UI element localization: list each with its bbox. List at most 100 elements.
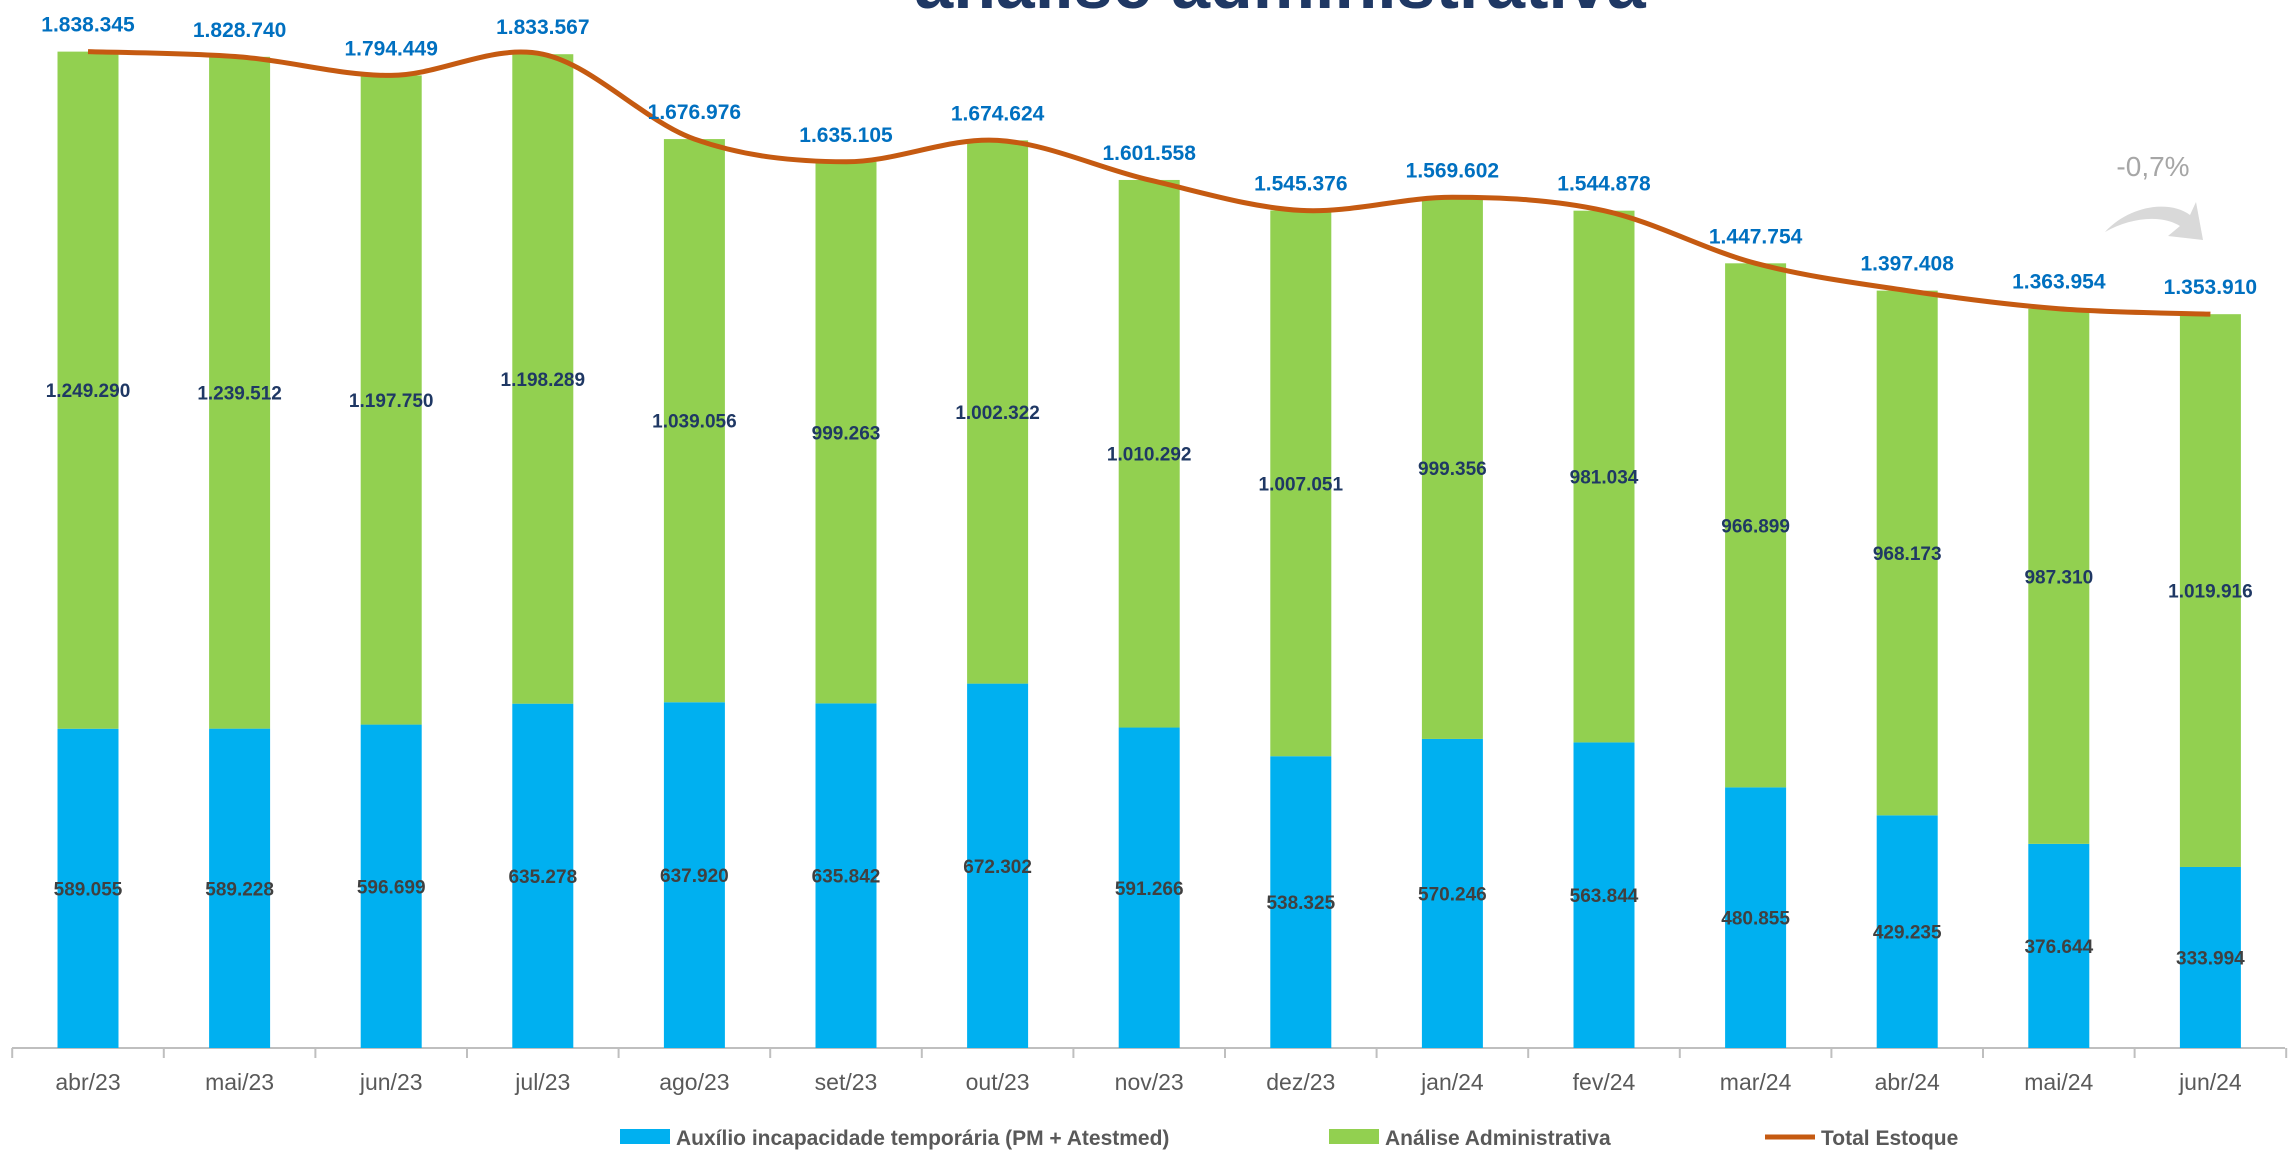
data-label: 966.899 xyxy=(1721,516,1790,537)
total-label: 1.676.976 xyxy=(648,101,741,124)
x-tick-label: dez/23 xyxy=(1266,1069,1335,1095)
total-label: 1.794.449 xyxy=(344,37,437,60)
bar-segment xyxy=(815,703,877,1048)
data-label: 589.228 xyxy=(205,879,274,900)
x-tick-label: mar/24 xyxy=(1720,1069,1792,1095)
total-label: 1.544.878 xyxy=(1557,173,1651,196)
bar-segment xyxy=(1421,738,1483,1048)
x-tick-label: jun/23 xyxy=(359,1069,423,1095)
bar-segment xyxy=(360,724,422,1048)
data-label: 570.246 xyxy=(1418,884,1487,905)
bar-segment xyxy=(1725,263,1787,788)
data-label: 1.007.051 xyxy=(1259,474,1344,495)
bar-segment xyxy=(1118,179,1180,728)
trend-arrow xyxy=(2105,202,2203,240)
bar-segment xyxy=(1725,787,1787,1048)
data-label: 981.034 xyxy=(1570,468,1639,489)
data-label: 1.019.916 xyxy=(2168,582,2253,603)
data-label: 538.325 xyxy=(1266,893,1335,914)
x-tick-label: mai/24 xyxy=(2024,1069,2093,1095)
x-tick-label: jan/24 xyxy=(1420,1069,1484,1095)
x-tick-label: abr/23 xyxy=(55,1069,120,1095)
total-label: 1.447.754 xyxy=(1709,225,1803,248)
total-label: 1.353.910 xyxy=(2164,276,2257,299)
legend-label: Auxílio incapacidade temporária (PM + At… xyxy=(676,1127,1169,1150)
bar-segment xyxy=(2179,314,2241,867)
x-tick-label: set/23 xyxy=(815,1069,878,1095)
legend-label: Total Estoque xyxy=(1821,1127,1958,1150)
data-label: 635.278 xyxy=(508,867,577,888)
data-label: 1.039.056 xyxy=(652,412,737,433)
bar-segment xyxy=(2028,308,2090,844)
bar-segment xyxy=(1118,727,1180,1048)
legend-swatch xyxy=(1329,1129,1379,1144)
data-label: 591.266 xyxy=(1115,879,1184,900)
bar-segment xyxy=(815,161,877,704)
x-tick-label: fev/24 xyxy=(1573,1069,1636,1095)
legend-swatch xyxy=(620,1129,670,1144)
bar-segment xyxy=(2028,843,2090,1048)
chart-title: análise administrativa xyxy=(914,0,1647,23)
x-tick-label: jun/24 xyxy=(2178,1069,2242,1095)
data-label: 637.920 xyxy=(660,866,729,887)
data-label: 429.235 xyxy=(1873,923,1942,944)
data-label: 999.356 xyxy=(1418,459,1487,480)
data-label: 1.198.289 xyxy=(501,370,586,391)
x-tick-label: mai/23 xyxy=(205,1069,274,1095)
data-label: 563.844 xyxy=(1570,886,1639,907)
bar-segment xyxy=(209,728,271,1048)
x-tick-label: jul/23 xyxy=(514,1069,570,1095)
bar-segment xyxy=(663,139,725,703)
data-label: 480.855 xyxy=(1721,909,1790,930)
bar-segment xyxy=(1573,210,1635,743)
bar-segment xyxy=(967,140,1029,684)
bar-segment xyxy=(360,75,422,725)
data-label: 1.002.322 xyxy=(955,403,1040,424)
bar-segment xyxy=(1270,210,1332,757)
bar-segment xyxy=(512,703,574,1048)
data-label: 589.055 xyxy=(54,879,123,900)
total-label: 1.833.567 xyxy=(496,16,589,39)
total-label: 1.397.408 xyxy=(1860,253,1954,276)
x-tick-label: abr/24 xyxy=(1875,1069,1940,1095)
legend-label: Análise Administrativa xyxy=(1385,1127,1611,1150)
data-label: 635.842 xyxy=(812,867,881,888)
bar-segment xyxy=(1270,756,1332,1048)
data-label: 1.239.512 xyxy=(197,384,282,405)
data-label: 596.699 xyxy=(357,877,426,898)
bar-segment xyxy=(967,683,1029,1048)
total-label: 1.601.558 xyxy=(1102,142,1196,165)
total-label: 1.838.345 xyxy=(41,14,135,37)
bar-segment xyxy=(512,54,574,704)
data-label: 1.010.292 xyxy=(1107,445,1192,466)
data-label: 987.310 xyxy=(2024,567,2093,588)
data-label: 1.197.750 xyxy=(349,391,434,412)
total-label: 1.635.105 xyxy=(799,124,893,147)
x-tick-label: ago/23 xyxy=(659,1069,729,1095)
total-label: 1.569.602 xyxy=(1406,159,1499,182)
x-tick-label: out/23 xyxy=(966,1069,1030,1095)
bar-segment xyxy=(57,51,119,729)
x-tick-label: nov/23 xyxy=(1115,1069,1184,1095)
bar-segment xyxy=(1876,290,1938,816)
bar-segment xyxy=(1876,815,1938,1048)
bar-segment xyxy=(1573,742,1635,1048)
bar-segment xyxy=(663,702,725,1048)
data-label: 333.994 xyxy=(2176,948,2245,969)
data-label: 376.644 xyxy=(2024,937,2093,958)
data-label: 1.249.290 xyxy=(46,381,131,402)
annotation: -0,7% xyxy=(2116,151,2189,182)
bar-segment xyxy=(209,56,271,729)
total-label: 1.674.624 xyxy=(951,102,1045,125)
bar-segment xyxy=(57,728,119,1048)
total-label: 1.363.954 xyxy=(2012,271,2106,294)
data-label: 968.173 xyxy=(1873,544,1942,565)
total-line xyxy=(87,49,2211,317)
bar-segment xyxy=(2179,866,2241,1048)
data-label: 672.302 xyxy=(963,857,1032,878)
bar-segment xyxy=(1421,197,1483,739)
total-label: 1.828.740 xyxy=(193,19,286,42)
total-label: 1.545.376 xyxy=(1254,172,1347,195)
